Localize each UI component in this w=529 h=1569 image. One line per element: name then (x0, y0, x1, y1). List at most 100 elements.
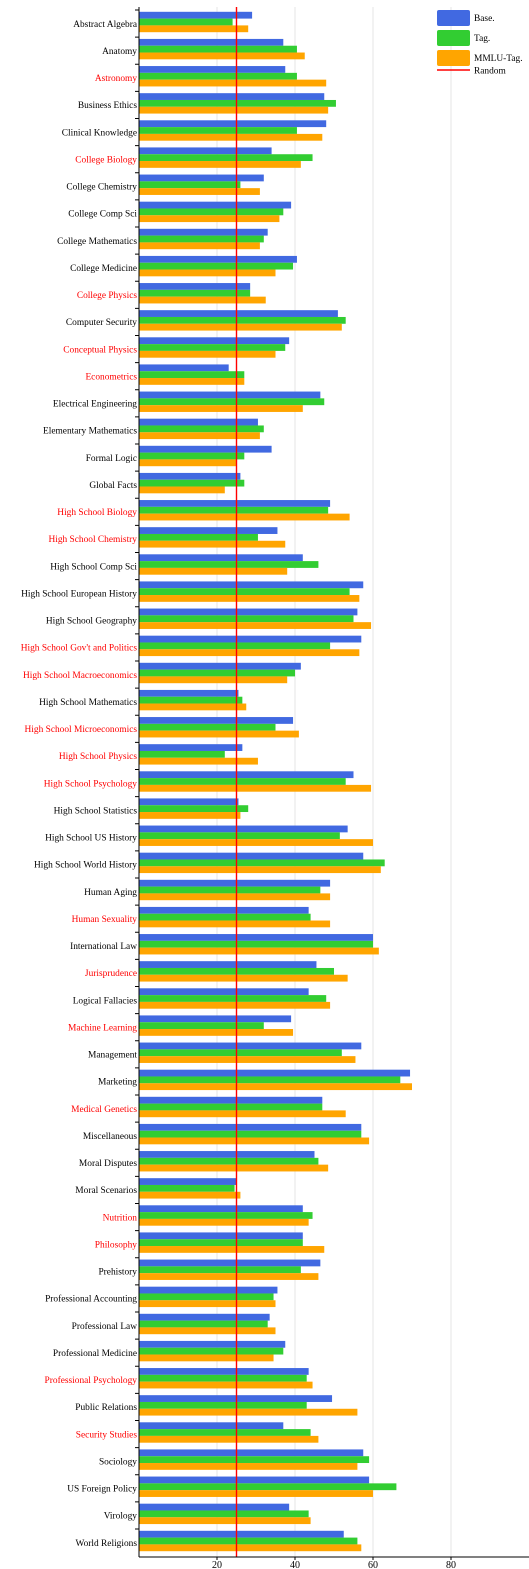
bar-base-miscellaneous (139, 1123, 362, 1131)
bar-base-professional-law (139, 1313, 270, 1321)
bar-tag-college-chemistry (139, 181, 241, 189)
category-label-high-school-european-history: High School European History (21, 589, 137, 599)
bar-base-abstract-algebra (139, 11, 253, 19)
bar-mmlu-tag-high-school-mathematics (139, 703, 247, 711)
category-label-high-school-chemistry: High School Chemistry (48, 535, 137, 545)
bar-base-college-comp-sci (139, 201, 292, 209)
category-label-international-law: International Law (70, 942, 137, 952)
category-label-astronomy: Astronomy (95, 74, 138, 84)
bar-base-global-facts (139, 472, 241, 480)
bar-tag-global-facts (139, 479, 245, 487)
bar-mmlu-tag-marketing (139, 1083, 412, 1091)
bar-base-econometrics (139, 364, 229, 372)
category-label-management: Management (88, 1051, 137, 1061)
bar-base-human-aging (139, 879, 331, 887)
bar-tag-high-school-psychology (139, 778, 346, 785)
category-label-high-school-statistics: High School Statistics (54, 806, 138, 816)
bar-base-college-mathematics (139, 228, 268, 236)
bar-mmlu-tag-high-school-macroeconomics (139, 676, 288, 684)
bar-mmlu-tag-elementary-mathematics (139, 432, 260, 440)
bar-base-high-school-comp-sci (139, 554, 303, 562)
bar-tag-logical-fallacies (139, 995, 327, 1002)
x-tick-label: 20 (212, 1560, 222, 1569)
category-label-college-physics: College Physics (77, 291, 138, 301)
bar-mmlu-tag-college-comp-sci (139, 215, 280, 223)
category-label-high-school-geography: High School Geography (46, 617, 137, 627)
bar-base-high-school-chemistry (139, 527, 278, 534)
bar-tag-virology (139, 1510, 309, 1518)
bar-tag-high-school-gov-t-and-politics (139, 642, 331, 650)
bar-mmlu-tag-business-ethics (139, 106, 329, 114)
bar-mmlu-tag-high-school-physics (139, 757, 258, 765)
bar-mmlu-tag-anatomy (139, 52, 305, 60)
x-tick-label: 60 (368, 1560, 378, 1569)
bar-base-jurisprudence (139, 961, 317, 968)
bar-base-moral-scenarios (139, 1178, 237, 1185)
category-label-professional-law: Professional Law (72, 1321, 138, 1332)
bar-tag-college-biology (139, 154, 313, 162)
category-label-conceptual-physics: Conceptual Physics (63, 345, 137, 355)
bar-tag-management (139, 1049, 342, 1057)
bar-base-electrical-engineering (139, 391, 321, 399)
category-label-formal-logic: Formal Logic (86, 454, 137, 464)
bar-tag-college-physics (139, 289, 251, 297)
bar-tag-marketing (139, 1076, 401, 1084)
bar-tag-miscellaneous (139, 1130, 362, 1138)
bar-tag-high-school-chemistry (139, 533, 258, 541)
category-label-professional-medicine: Professional Medicine (53, 1348, 137, 1359)
bar-mmlu-tag-machine-learning (139, 1029, 294, 1036)
bar-base-us-foreign-policy (139, 1476, 370, 1484)
bar-mmlu-tag-astronomy (139, 79, 327, 87)
bar-mmlu-tag-professional-law (139, 1327, 276, 1335)
bar-tag-machine-learning (139, 1022, 264, 1030)
category-label-elementary-mathematics: Elementary Mathematics (43, 427, 137, 437)
bar-tag-high-school-geography (139, 615, 354, 623)
bar-tag-electrical-engineering (139, 398, 325, 406)
bar-base-college-chemistry (139, 174, 264, 182)
bar-mmlu-tag-clinical-knowledge (139, 133, 323, 141)
bar-base-college-medicine (139, 255, 297, 263)
bar-base-nutrition (139, 1205, 303, 1213)
category-label-nutrition: Nutrition (103, 1213, 138, 1223)
category-label-high-school-mathematics: High School Mathematics (39, 698, 137, 708)
category-label-high-school-gov-t-and-politics: High School Gov't and Politics (21, 644, 138, 654)
category-label-college-biology: College Biology (75, 155, 137, 165)
bar-mmlu-tag-sociology (139, 1463, 358, 1470)
bar-mmlu-tag-high-school-us-history (139, 839, 373, 846)
category-label-anatomy: Anatomy (102, 47, 137, 57)
bar-base-prehistory (139, 1259, 321, 1267)
bar-tag-security-studies (139, 1429, 311, 1436)
category-label-human-sexuality: Human Sexuality (72, 915, 138, 925)
bar-tag-high-school-biology (139, 506, 329, 514)
legend-swatch-base (437, 10, 470, 26)
legend-swatch-tag (437, 30, 470, 46)
bar-mmlu-tag-conceptual-physics (139, 350, 276, 358)
category-label-computer-security: Computer Security (66, 318, 137, 328)
category-label-security-studies: Security Studies (76, 1430, 138, 1440)
bar-mmlu-tag-formal-logic (139, 459, 237, 467)
bar-mmlu-tag-high-school-chemistry (139, 540, 286, 548)
category-label-professional-psychology: Professional Psychology (45, 1375, 138, 1386)
bar-mmlu-tag-college-mathematics (139, 242, 260, 250)
category-label-business-ethics: Business Ethics (78, 101, 137, 111)
category-label-human-aging: Human Aging (84, 888, 137, 898)
bar-mmlu-tag-moral-scenarios (139, 1191, 241, 1199)
bar-mmlu-tag-miscellaneous (139, 1137, 370, 1145)
bar-tag-college-mathematics (139, 235, 264, 243)
bar-mmlu-tag-world-religions (139, 1544, 362, 1552)
category-label-high-school-world-history: High School World History (34, 861, 137, 871)
category-label-public-relations: Public Relations (75, 1403, 137, 1413)
bar-base-management (139, 1042, 362, 1050)
bars (139, 11, 412, 1552)
bar-base-logical-fallacies (139, 988, 309, 996)
bar-mmlu-tag-college-medicine (139, 269, 276, 277)
category-label-philosophy: Philosophy (95, 1240, 138, 1250)
bar-tag-public-relations (139, 1401, 307, 1409)
bar-tag-moral-scenarios (139, 1184, 235, 1192)
bar-base-machine-learning (139, 1015, 292, 1023)
bar-tag-high-school-european-history (139, 588, 350, 596)
x-tick-label: 40 (290, 1560, 300, 1569)
bar-base-public-relations (139, 1395, 333, 1402)
bar-tag-econometrics (139, 371, 245, 379)
legend-label-base: Base. (474, 14, 495, 24)
